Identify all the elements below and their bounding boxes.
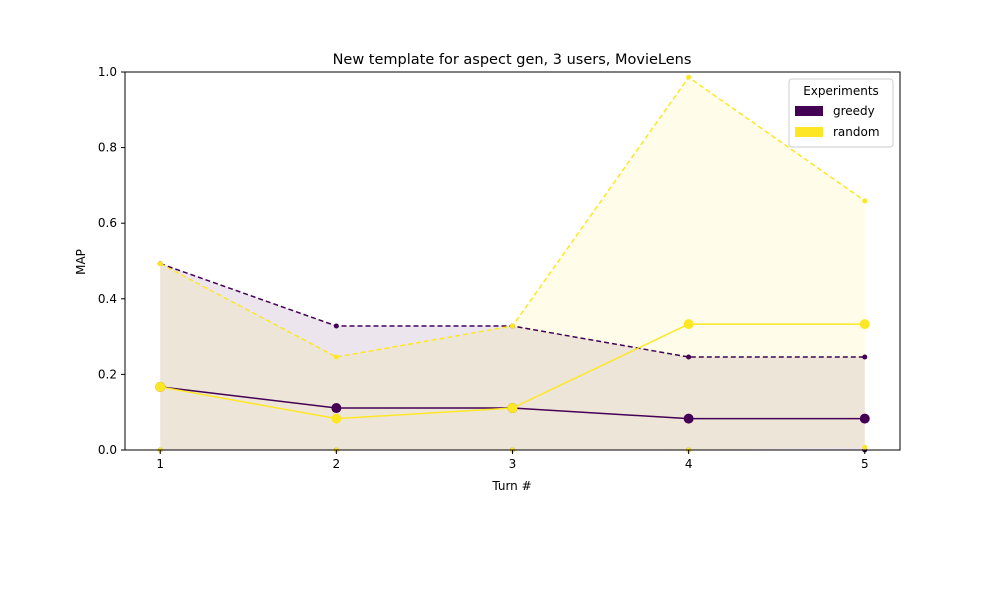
- y-tick-label: 0.4: [98, 292, 117, 306]
- mean-point-greedy: [683, 413, 694, 424]
- upper-point-greedy: [686, 354, 692, 360]
- y-tick-label: 0.6: [98, 216, 117, 230]
- x-tick-label: 2: [333, 457, 341, 471]
- upper-point-random: [333, 354, 339, 360]
- legend-title: Experiments: [803, 84, 879, 98]
- legend-swatch-random: [795, 127, 823, 137]
- y-tick-label: 0.8: [98, 141, 117, 155]
- upper-point-random: [862, 198, 868, 204]
- mean-point-random: [683, 319, 694, 330]
- mean-point-random: [331, 413, 342, 424]
- x-tick-label: 5: [861, 457, 869, 471]
- y-tick-label: 0.0: [98, 443, 117, 457]
- legend-label-random: random: [833, 125, 880, 139]
- x-tick-label: 3: [509, 457, 517, 471]
- upper-point-random: [686, 74, 692, 80]
- upper-point-greedy: [862, 354, 868, 360]
- plot-area: 1 2 3 4 5 0.0 0.2 0.4 0.6 0.8 1.0 Experiments greedy…: [98, 65, 901, 471]
- upper-point-greedy: [333, 323, 339, 329]
- chart-title: New template for aspect gen, 3 users, Mo…: [333, 52, 692, 68]
- legend-label-greedy: greedy: [833, 104, 875, 118]
- x-tick-label: 4: [685, 457, 693, 471]
- lower-point-random: [862, 444, 868, 450]
- mean-point-greedy: [331, 403, 342, 414]
- mean-point-random: [859, 319, 870, 330]
- y-axis-label: MAP: [74, 249, 88, 275]
- y-tick-label: 1.0: [98, 65, 117, 79]
- legend-swatch-greedy: [795, 106, 823, 116]
- mean-point-random: [155, 381, 166, 392]
- y-tick-label: 0.2: [98, 367, 117, 381]
- upper-point-random: [510, 323, 515, 329]
- x-tick-label: 1: [156, 457, 164, 471]
- x-axis-label: Turn #: [491, 479, 531, 493]
- mean-point-random: [507, 403, 518, 414]
- mean-point-greedy: [859, 413, 870, 424]
- upper-point-random: [157, 261, 163, 267]
